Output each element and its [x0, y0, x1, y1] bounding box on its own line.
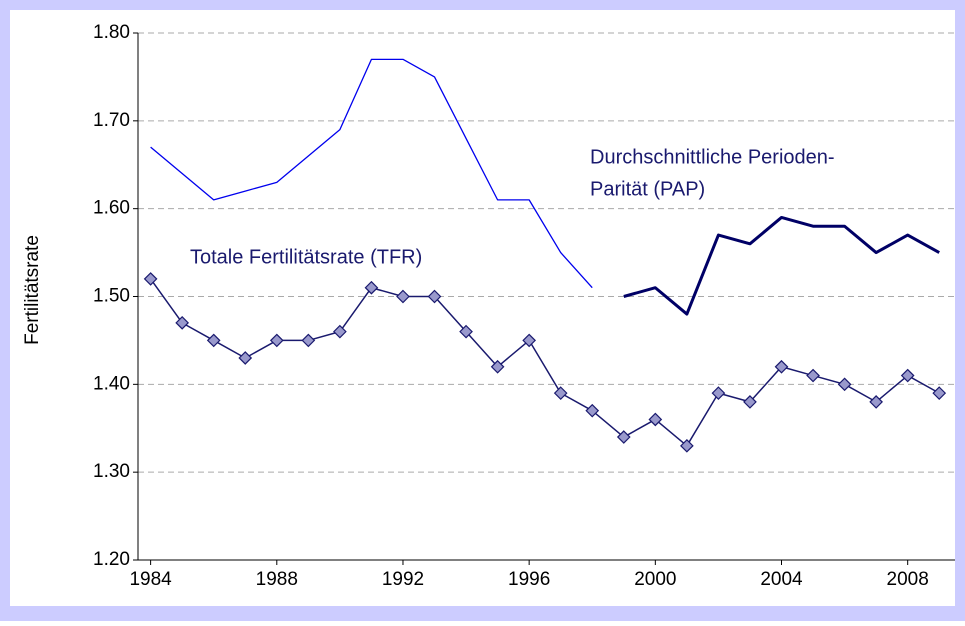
x-tick-label: 2000: [634, 569, 676, 590]
marker: [900, 368, 915, 383]
marker: [585, 403, 600, 418]
y-tick-label: 1.40: [93, 373, 130, 394]
marker: [269, 333, 284, 348]
x-tick-label: 2004: [760, 569, 803, 590]
annotation: Totale Fertilitätsrate (TFR): [190, 246, 422, 268]
marker: [743, 395, 757, 409]
annotation: Durchschnittliche Perioden-: [590, 146, 835, 168]
marker: [522, 333, 536, 348]
marker: [648, 412, 663, 427]
marker: [238, 351, 253, 365]
y-axis-label: Fertilitätsrate: [22, 235, 43, 345]
x-tick-label: 2008: [887, 569, 929, 590]
marker: [490, 359, 505, 374]
y-tick-label: 1.30: [93, 461, 130, 482]
marker: [837, 377, 852, 392]
y-tick-label: 1.70: [93, 110, 130, 131]
y-tick-label: 1.80: [93, 22, 130, 43]
marker: [459, 324, 473, 339]
y-tick-label: 1.50: [93, 286, 130, 307]
marker: [553, 386, 568, 400]
marker: [680, 438, 694, 453]
chart-area: [10, 10, 955, 606]
marker: [333, 324, 347, 339]
x-tick-label: 1992: [382, 569, 424, 590]
annotation: Parität (PAP): [590, 178, 705, 200]
marker: [774, 359, 789, 374]
marker: [616, 430, 631, 444]
series-line: [150, 58, 593, 289]
marker: [711, 386, 726, 400]
marker: [396, 289, 410, 304]
series-line: [623, 215, 940, 316]
marker: [301, 333, 316, 348]
x-tick-label: 1984: [129, 569, 172, 590]
marker: [364, 280, 379, 295]
marker: [206, 333, 221, 348]
y-tick-label: 1.60: [93, 198, 130, 219]
marker: [175, 316, 190, 330]
marker: [932, 386, 947, 400]
x-tick-label: 1988: [256, 569, 298, 590]
x-tick-label: 1996: [508, 569, 550, 590]
marker: [427, 289, 442, 304]
marker: [806, 368, 820, 383]
y-tick-label: 1.20: [93, 549, 130, 570]
marker: [869, 395, 883, 409]
marker: [143, 272, 158, 286]
